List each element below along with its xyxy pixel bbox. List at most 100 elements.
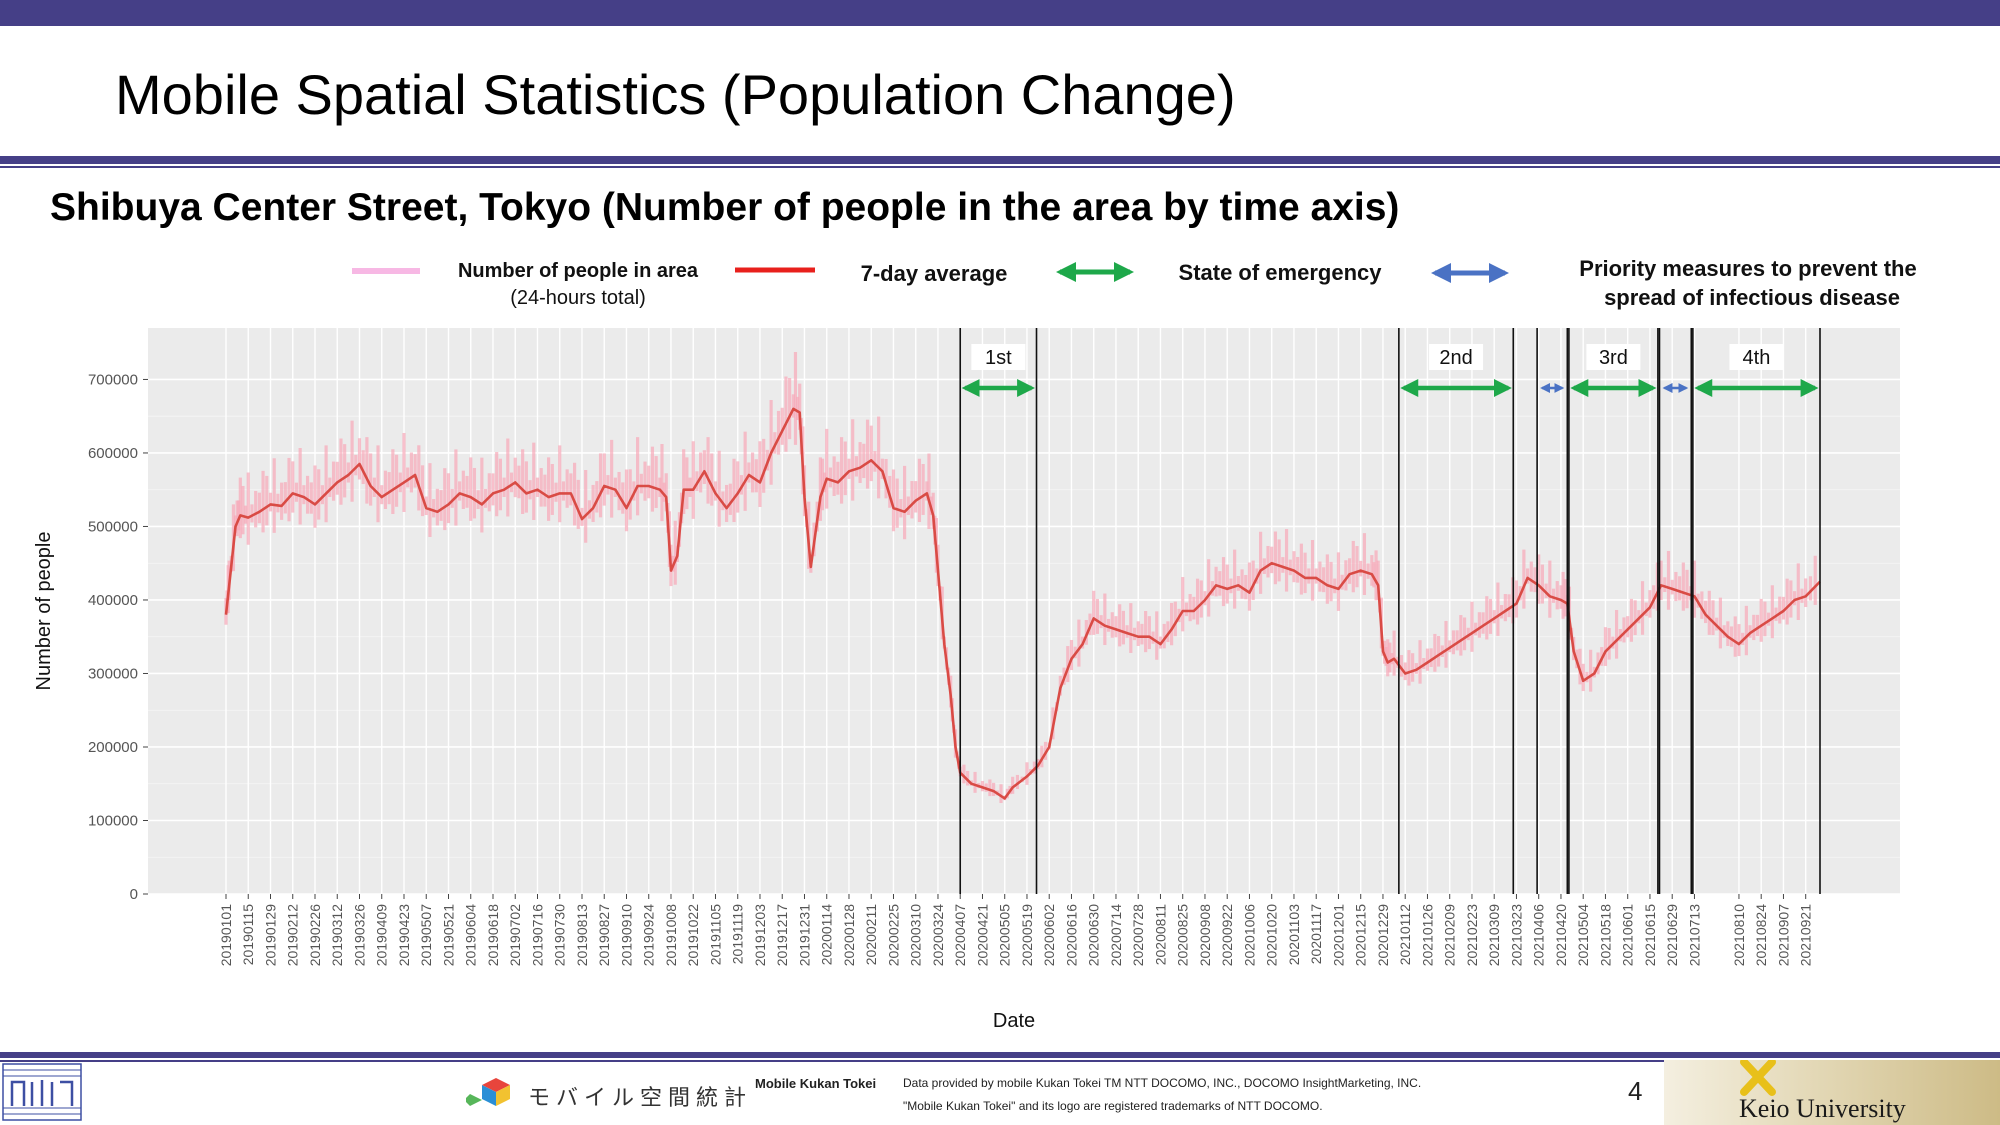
title-divider-thin — [0, 166, 2000, 168]
x-tick-label: 20210112 — [1397, 904, 1413, 965]
cube-logo-icon — [466, 1078, 510, 1106]
legend-label-daily: Number of people in area — [458, 260, 699, 282]
chart-legend: Number of people in area (24-hours total)… — [352, 256, 1917, 310]
x-tick-label: 20201020 — [1264, 904, 1280, 967]
grid-lines — [148, 328, 1900, 895]
x-tick-label: 20210406 — [1531, 904, 1547, 967]
x-tick-label: 20200519 — [1019, 904, 1035, 967]
x-tick-label: 20190604 — [463, 904, 479, 967]
event-label-box — [1729, 344, 1784, 370]
plot-background — [148, 328, 1900, 894]
x-tick-label: 20200825 — [1175, 904, 1191, 967]
x-tick-label: 20190129 — [262, 904, 278, 967]
x-tick-label: 20190827 — [596, 904, 612, 967]
x-tick-label: 20210223 — [1464, 904, 1480, 967]
pen-cross-icon — [1740, 1060, 1776, 1096]
x-tick-label: 20200728 — [1130, 904, 1146, 967]
x-tick-label: 20190924 — [641, 904, 657, 967]
event-label: 2nd — [1439, 347, 1472, 369]
x-tick-label: 20200421 — [974, 904, 990, 967]
x-tick-label: 20200616 — [1063, 904, 1079, 967]
x-tick-label: 20190507 — [418, 904, 434, 967]
x-tick-label: 20201201 — [1330, 904, 1346, 967]
keio-university-logo: Keio University — [1664, 1060, 2000, 1125]
event-label: 3rd — [1599, 347, 1628, 369]
title-divider — [0, 156, 2000, 164]
x-tick-label: 20210713 — [1686, 904, 1702, 967]
x-tick-label: 20190716 — [529, 904, 545, 967]
x-tick-label: 20190813 — [574, 904, 590, 967]
x-tick-label: 20191119 — [730, 904, 746, 964]
x-tick-label: 20191008 — [663, 904, 679, 967]
x-tick-label: 20200505 — [997, 904, 1013, 967]
mobile-kukan-tokei-logo: モバイル空間統計 — [466, 1072, 746, 1112]
x-tick-label: 20201006 — [1241, 904, 1257, 967]
x-tick-label: 20190910 — [618, 904, 634, 967]
x-tick-label: 20210309 — [1486, 904, 1502, 967]
x-tick-label: 20210824 — [1753, 904, 1769, 967]
legend-label-priority: Priority measures to prevent the — [1579, 256, 1916, 281]
x-tick-label: 20201103 — [1286, 904, 1302, 965]
x-tick-label: 20200128 — [841, 904, 857, 967]
x-tick-label: 20191217 — [774, 904, 790, 967]
x-tick-label: 20210420 — [1553, 904, 1569, 967]
x-tick-label: 20190423 — [396, 904, 412, 967]
x-tick-label: 20190326 — [351, 904, 367, 967]
event-label-box — [971, 344, 1026, 370]
footer-divider-thin — [0, 1060, 2000, 1062]
x-axis-title: Date — [993, 1010, 1035, 1032]
x-tick-label: 20201229 — [1375, 904, 1391, 967]
y-tick-label: 600000 — [88, 445, 138, 462]
x-tick-label: 20190618 — [485, 904, 501, 967]
x-tick-label: 20190521 — [440, 904, 456, 967]
x-tick-label: 20190409 — [374, 904, 390, 967]
x-tick-label: 20210629 — [1664, 904, 1680, 967]
event-label: 4th — [1743, 347, 1771, 369]
x-tick-label: 20200811 — [1152, 904, 1168, 965]
axes: 0 100000 200000 300000 400000 500000 600000 700… — [33, 371, 1814, 1032]
event-label-box — [1586, 344, 1641, 370]
legend-sublabel-priority: spread of infectious disease — [1604, 285, 1900, 310]
x-tick-label: 20200310 — [908, 904, 924, 967]
legend-label-emergency: State of emergency — [1179, 260, 1383, 285]
y-tick-label: 500000 — [88, 518, 138, 535]
x-tick-label: 20190730 — [552, 904, 568, 967]
x-tick-label: 20200714 — [1108, 904, 1124, 967]
x-tick-label: 20210323 — [1508, 904, 1524, 967]
x-tick-label: 20201117 — [1308, 904, 1324, 964]
y-tick-label: 400000 — [88, 592, 138, 609]
x-tick-label: 20210504 — [1575, 904, 1591, 967]
event-markers: 1st 2nd 3rd 4th — [959, 328, 1821, 894]
event-label: 1st — [985, 347, 1012, 369]
seven-day-average-line — [224, 407, 1821, 800]
x-tick-label: 20190115 — [240, 904, 256, 965]
legend-label-average: 7-day average — [861, 261, 1008, 286]
x-tick-label: 20190702 — [507, 904, 523, 967]
x-tick-label: 20200114 — [819, 904, 835, 965]
x-tick-label: 20191022 — [685, 904, 701, 967]
y-tick-label: 300000 — [88, 665, 138, 682]
x-tick-label: 20210615 — [1642, 904, 1658, 967]
y-tick-label: 0 — [130, 886, 138, 903]
x-tick-label: 20210126 — [1419, 904, 1435, 967]
y-tick-label: 700000 — [88, 371, 138, 388]
page-number: 4 — [1628, 1076, 1643, 1106]
population-chart: Number of people in area (24-hours total)… — [33, 256, 1917, 1032]
x-tick-label: 20210601 — [1620, 904, 1636, 967]
x-tick-label: 20190226 — [307, 904, 323, 967]
chart-subtitle: Shibuya Center Street, Tokyo (Number of … — [50, 186, 1400, 229]
x-tick-label: 20200630 — [1086, 904, 1102, 967]
daily-count-bars — [224, 352, 1817, 804]
x-tick-label: 20200602 — [1041, 904, 1057, 967]
x-tick-label: 20210209 — [1442, 904, 1458, 967]
event-label-box — [1429, 344, 1484, 370]
x-tick-label: 20210921 — [1798, 904, 1814, 967]
y-axis-title: Number of people — [33, 532, 55, 691]
x-tick-label: 20210810 — [1731, 904, 1747, 967]
x-tick-label: 20191203 — [752, 904, 768, 967]
x-tick-label: 20200211 — [863, 904, 879, 965]
y-tick-label: 200000 — [88, 739, 138, 756]
brand-name: Mobile Kukan Tokei — [755, 1076, 877, 1091]
legend-sublabel-daily: (24-hours total) — [510, 287, 646, 309]
x-tick-label: 20200908 — [1197, 904, 1213, 967]
